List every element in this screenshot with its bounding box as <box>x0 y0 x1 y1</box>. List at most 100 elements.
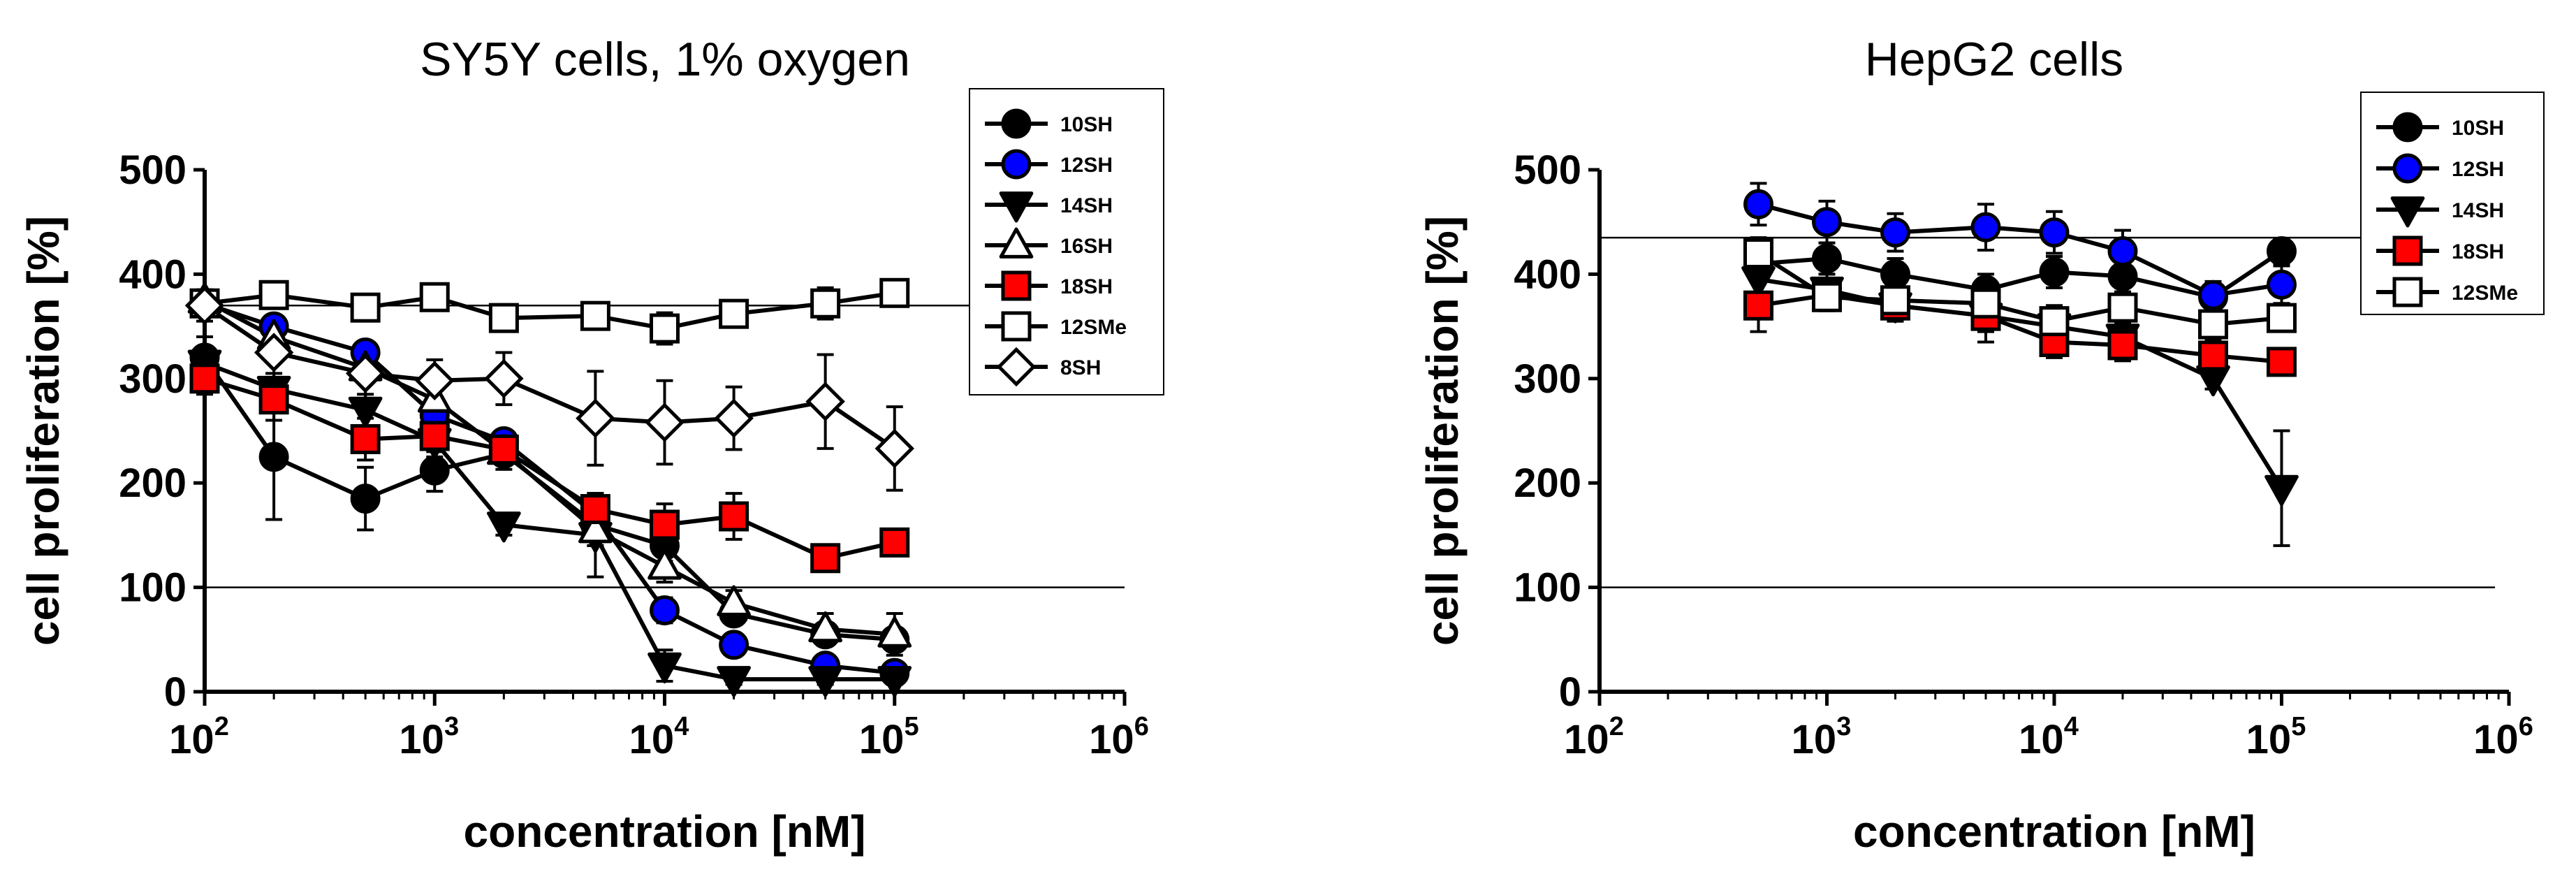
data-point <box>810 543 841 574</box>
y-axis-label: cell proliferation [%] <box>18 216 68 646</box>
y-tick-label: 100 <box>119 565 186 611</box>
legend-marker-10SH <box>1001 108 1032 139</box>
chart-panel-1: SY5Y cells, 1% oxygen 0 100 200 300 400 500 102… <box>18 33 1164 857</box>
legend-label: 12SH <box>2452 158 2504 181</box>
y-tick-label: 400 <box>119 252 186 297</box>
legend-marker-8SH <box>996 347 1037 387</box>
data-point <box>650 595 680 625</box>
data-point <box>2267 303 2297 333</box>
legend-marker-16SH <box>999 227 1034 259</box>
data-point <box>578 511 613 544</box>
series-16SH <box>196 288 903 657</box>
x-tick-label: 103 <box>1792 712 1852 762</box>
data-point <box>1880 217 1910 248</box>
data-point <box>345 354 386 393</box>
data-point <box>1743 290 1774 321</box>
data-point <box>877 666 912 697</box>
data-point <box>184 285 225 326</box>
x-tick-label: 105 <box>859 712 919 762</box>
x-tick-label: 102 <box>1564 712 1624 762</box>
x-tick-label: 104 <box>2019 712 2079 762</box>
series-markers-8SH <box>184 285 914 469</box>
series-markers-16SH <box>187 282 912 648</box>
legend-label: 12SMe <box>1060 316 1127 339</box>
data-point <box>650 313 680 344</box>
data-point <box>879 527 910 558</box>
legend-label: 18SH <box>2452 240 2504 263</box>
series-markers-14SH <box>187 349 912 697</box>
legend-label: 12SH <box>1060 154 1113 177</box>
data-point <box>2264 474 2299 507</box>
data-point <box>258 384 289 415</box>
y-tick-label: 400 <box>1514 252 1581 297</box>
data-point <box>258 279 289 310</box>
y-tick-label: 500 <box>119 147 186 193</box>
data-point <box>808 611 842 643</box>
data-point <box>808 666 842 697</box>
data-point <box>1743 189 1774 219</box>
data-point <box>2039 306 2070 337</box>
legend-label: 10SH <box>2452 117 2504 140</box>
y-tick-label: 0 <box>164 669 186 715</box>
x-tick-label: 102 <box>169 712 229 762</box>
data-point <box>647 549 682 580</box>
data-point <box>487 511 521 543</box>
data-point <box>419 282 450 312</box>
data-point <box>2196 365 2230 397</box>
data-point <box>1812 243 1842 274</box>
legend-label: 8SH <box>1060 356 1101 379</box>
data-point <box>810 288 841 319</box>
legend-marker-12SMe <box>1001 311 1032 342</box>
data-point <box>717 666 751 697</box>
data-point <box>1970 288 2001 319</box>
legend-marker-10SH <box>2392 112 2423 143</box>
data-point <box>1880 259 1910 289</box>
y-axis-label: cell proliferation [%] <box>1417 216 1468 646</box>
data-point <box>1880 285 1910 316</box>
legend-marker-12SH <box>1001 149 1032 180</box>
data-point <box>650 509 680 540</box>
legend-label: 14SH <box>2452 199 2504 222</box>
data-point <box>1970 212 2001 242</box>
y-tick-label: 200 <box>119 460 186 506</box>
data-point <box>647 652 682 684</box>
data-point <box>2198 309 2229 340</box>
data-point <box>2198 340 2229 371</box>
y-tick-label: 0 <box>1559 669 1581 715</box>
data-point <box>1743 238 1774 269</box>
data-point <box>488 434 519 465</box>
data-point <box>2107 330 2138 361</box>
data-point <box>189 363 220 394</box>
legend: 10SH 12SH 14SH 18SH 12SMe <box>2360 92 2545 315</box>
x-tick-label: 105 <box>2246 712 2306 762</box>
legend-label: 12SMe <box>2452 282 2518 305</box>
series-line <box>203 298 895 637</box>
legend-label: 16SH <box>1060 235 1113 258</box>
y-tick-label: 200 <box>1514 460 1581 506</box>
data-point <box>2107 292 2138 323</box>
data-point <box>719 501 749 532</box>
series-line <box>203 361 895 682</box>
series-8SH <box>196 288 903 492</box>
data-point <box>714 398 754 438</box>
data-point <box>877 616 912 648</box>
legend-marker-14SH <box>999 191 1034 223</box>
x-tick-label: 106 <box>2473 712 2533 762</box>
data-point <box>576 398 615 438</box>
legend: 10SH 12SH 14SH 16SH 18SH 12SMe 8SH <box>969 88 1164 395</box>
legend-label: 10SH <box>1060 113 1113 136</box>
y-tick-label: 100 <box>1514 565 1581 611</box>
series-markers-12SH <box>1743 189 2297 310</box>
data-point <box>645 402 685 442</box>
data-point <box>350 292 381 323</box>
x-tick-label: 103 <box>399 712 459 762</box>
legend-marker-12SH <box>2392 153 2423 184</box>
legend-marker-14SH <box>2390 196 2425 228</box>
y-tick-label: 300 <box>119 356 186 402</box>
data-point <box>2107 261 2138 291</box>
data-point <box>719 630 749 660</box>
data-point <box>2039 217 2070 248</box>
chart-title: SY5Y cells, 1% oxygen <box>420 33 910 86</box>
series-line <box>204 291 895 331</box>
series-line <box>204 376 895 560</box>
